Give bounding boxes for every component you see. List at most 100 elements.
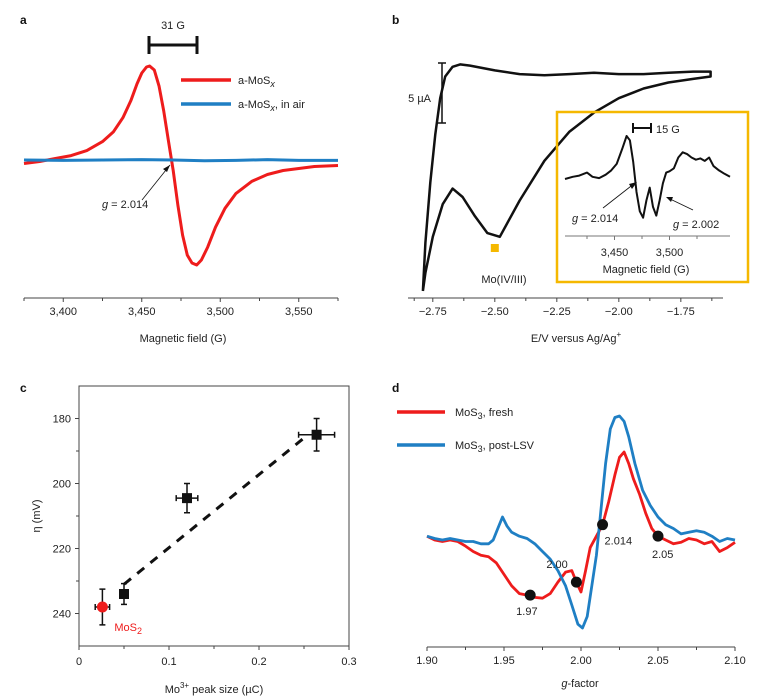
point-marker-square — [119, 589, 129, 599]
panel-a-x-tick-label: 3,400 — [49, 306, 77, 318]
panel-a-x-axis-label: Magnetic field (G) — [140, 333, 227, 345]
legend-label-post-lsv: MoS3, post-LSV — [455, 440, 535, 454]
panel-c-y-tick-label: 180 — [53, 414, 71, 426]
data-point-0: MoS2 — [94, 588, 142, 636]
panel-label-d: d — [392, 381, 399, 395]
legend-label-1: a-MoSx, in air — [238, 99, 305, 113]
panel-c-x-axis-label: Mo3+ peak size (µC) — [165, 681, 264, 696]
cv-curve — [421, 63, 712, 292]
mo-redox-label: Mo(IV/III) — [481, 274, 526, 286]
panel-b: 5 µA Mo(IV/III) 15 G g = 2.014 g = 2.002… — [408, 62, 750, 345]
panel-a-scale-bar: 31 G — [147, 20, 199, 54]
inset-tick-label: 3,450 — [601, 247, 629, 259]
panel-c-fit — [123, 436, 305, 586]
panel-b-x-tick-label: −2.25 — [543, 306, 571, 318]
inset-annotation-2014: g = 2.014 — [572, 213, 618, 225]
panel-c-y-tick-label: 220 — [53, 544, 71, 556]
panel-a-series — [23, 64, 339, 267]
panel-c-axes: 0 0.1 0.2 0.3 180 200 220 240 — [53, 414, 357, 669]
panel-d-series — [426, 414, 736, 630]
legend-label-fresh: MoS3, fresh — [455, 407, 513, 421]
panel-a: 31 G a-MoSx a-MoSx, in air g = 2.014 3,4… — [23, 20, 339, 345]
series-line-a-mosx — [23, 64, 339, 267]
mo-redox-marker — [490, 244, 499, 252]
panel-c-x-tick-label: 0 — [76, 656, 82, 668]
panel-d-x-tick-label: 1.90 — [416, 655, 437, 667]
g-value-label: 2.00 — [546, 559, 567, 571]
panel-label-a: a — [20, 13, 27, 27]
legend-label-0: a-MoSx — [238, 75, 275, 89]
panel-b-inset: 15 G g = 2.014 g = 2.002 3,450 3,500 Magn… — [555, 110, 750, 284]
series-line-post-lsv — [426, 414, 736, 630]
panel-b-x-tick-label: −2.75 — [419, 306, 447, 318]
panel-d-legend: MoS3, fresh MoS3, post-LSV — [397, 407, 535, 454]
annotation-arrow — [141, 164, 171, 201]
panel-a-x-tick-label: 3,500 — [206, 306, 234, 318]
panel-label-c: c — [20, 381, 27, 395]
inset-arrowhead-2 — [666, 197, 673, 202]
series-line-fresh — [426, 450, 736, 600]
g-value-marker — [524, 589, 536, 601]
panel-b-x-axis: −2.75 −2.50 −2.25 −2.00 −1.75 — [408, 297, 723, 318]
point-marker-square — [182, 493, 192, 504]
g-value-marker — [570, 576, 582, 588]
panel-d: MoS3, fresh MoS3, post-LSV 1.97 2.00 2.014… — [397, 407, 746, 690]
point-marker-square — [311, 429, 322, 440]
inset-scale-label: 15 G — [656, 124, 680, 136]
inset-scale-bar: 15 G — [632, 123, 680, 136]
scale-bar-label: 31 G — [161, 20, 185, 32]
scale-bar-label: 5 µA — [408, 93, 432, 105]
panel-b-x-axis-label: E/V versus Ag/Ag+ — [531, 330, 622, 345]
inset-epr-curve — [564, 135, 731, 219]
panel-c-x-tick-label: 0.3 — [341, 656, 356, 668]
panel-c-y-tick-label: 240 — [53, 609, 71, 621]
inset-arrowhead-1 — [629, 182, 637, 189]
panel-d-x-tick-label: 1.95 — [493, 655, 514, 667]
inset-x-axis: 3,450 3,500 — [565, 235, 730, 259]
point-label: MoS2 — [114, 622, 142, 636]
panel-c-y-axis-label: η (mV) — [31, 500, 43, 533]
inset-annotation-2002: g = 2.002 — [673, 219, 719, 231]
g-value-marker — [652, 530, 664, 542]
panel-c-x-tick-label: 0.2 — [251, 656, 266, 668]
inset-frame — [555, 110, 750, 284]
panel-b-series — [421, 63, 712, 292]
panel-c-x-tick-label: 0.1 — [161, 656, 176, 668]
panel-label-b: b — [392, 13, 399, 27]
g-value-label: 2.014 — [605, 536, 633, 548]
inset-arrow-1 — [602, 182, 636, 209]
panel-b-x-tick-label: −1.75 — [667, 306, 695, 318]
annotation-arrowhead — [163, 165, 170, 172]
data-point-3 — [297, 417, 336, 452]
data-point-1 — [119, 582, 129, 606]
g-value-label: 2.05 — [652, 549, 673, 561]
inset-arrow-2 — [667, 197, 694, 211]
g-value-marker — [597, 519, 609, 531]
inset-tick-label: 3,500 — [656, 247, 684, 259]
panel-c-frame — [78, 385, 350, 647]
panel-c-y-tick-label: 200 — [53, 479, 71, 491]
panel-b-x-tick-label: −2.50 — [481, 306, 509, 318]
panel-d-x-tick-label: 2.10 — [724, 655, 745, 667]
g-value-label: 1.97 — [516, 606, 537, 618]
panel-d-x-tick-label: 2.00 — [570, 655, 591, 667]
panel-d-markers: 1.97 2.00 2.014 2.05 — [516, 519, 673, 618]
panel-d-x-tick-label: 2.05 — [647, 655, 668, 667]
inset-x-axis-label: Magnetic field (G) — [603, 264, 690, 276]
panel-a-annotation: g = 2.014 — [102, 164, 171, 211]
panel-d-x-axis: 1.90 1.95 2.00 2.05 2.10 — [416, 646, 746, 667]
panel-b-x-tick-label: −2.00 — [605, 306, 633, 318]
panel-c: 0 0.1 0.2 0.3 180 200 220 240 MoS2 η (mV) Mo3+ … — [31, 385, 357, 696]
panel-c-points: MoS2 — [94, 417, 336, 636]
panel-a-x-tick-label: 3,550 — [285, 306, 313, 318]
inset-series — [564, 135, 731, 219]
panel-a-legend: a-MoSx a-MoSx, in air — [181, 75, 305, 113]
panel-a-x-axis: 3,400 3,450 3,500 3,550 — [23, 297, 339, 318]
panel-a-x-tick-label: 3,450 — [128, 306, 156, 318]
panel-d-x-axis-label: g-factor — [561, 678, 599, 690]
annotation-g-value: g = 2.014 — [102, 199, 148, 211]
data-point-2 — [175, 482, 199, 514]
point-marker-circle — [96, 601, 108, 613]
fit-line-dashed — [123, 436, 305, 586]
